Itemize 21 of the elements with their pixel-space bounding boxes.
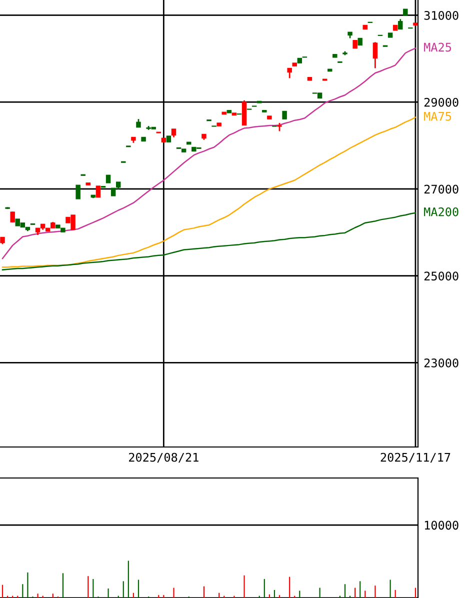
series-label: MA25 — [424, 42, 452, 52]
y-tick-label: 25000 — [424, 272, 458, 281]
series-label: MA75 — [424, 112, 452, 121]
line-series — [2, 116, 416, 268]
y-tick-label: 31000 — [424, 10, 458, 20]
candlestick — [372, 41, 378, 69]
candlestick — [242, 100, 247, 126]
y-tick-label: 10000 — [424, 520, 458, 530]
series-label: MA200 — [424, 207, 458, 216]
x-tick-label: 2025/11/17 — [380, 452, 450, 463]
y-tick-label: 23000 — [424, 358, 458, 368]
line-series — [2, 48, 416, 260]
x-tick-label: 2025/08/21 — [129, 452, 198, 463]
candlestick — [76, 184, 80, 200]
candlestick — [96, 185, 101, 198]
candlestick — [10, 210, 15, 224]
candlestick — [287, 68, 292, 79]
y-tick-label: 29000 — [424, 98, 458, 107]
y-tick-label: 27000 — [424, 184, 458, 194]
line-series — [2, 212, 416, 270]
candlestick — [398, 18, 403, 30]
